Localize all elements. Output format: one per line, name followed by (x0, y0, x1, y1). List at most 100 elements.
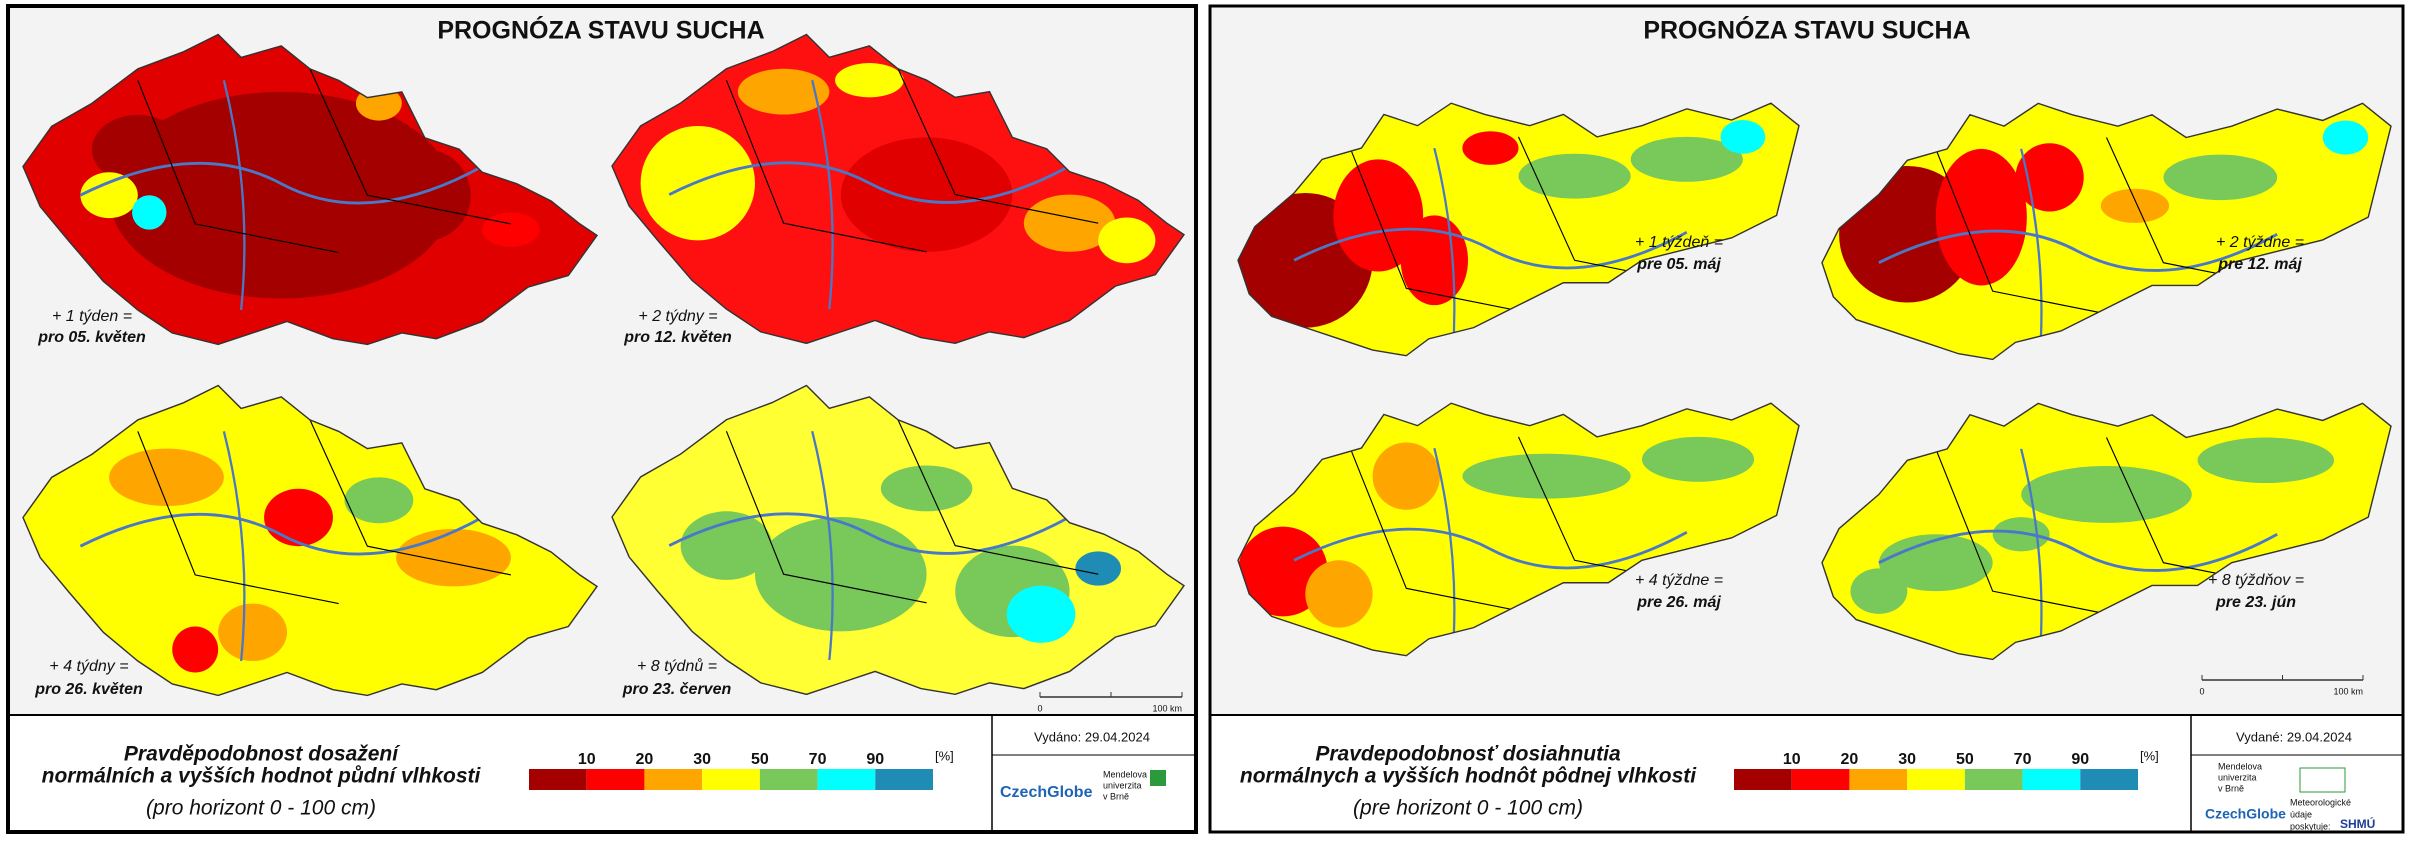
legend-swatch (529, 769, 587, 790)
river (1293, 227, 1688, 270)
map-region (737, 68, 830, 115)
legend-tick: 10 (1783, 751, 1801, 768)
river (811, 79, 834, 310)
legend-tick: 90 (2071, 751, 2089, 768)
panel-border (6, 4, 1198, 834)
map-region (218, 603, 288, 661)
border-line (137, 419, 512, 605)
river (1878, 229, 2278, 272)
map-label: pre 05. máj (1636, 256, 1721, 273)
legend-tick: 50 (751, 751, 769, 768)
map-region (2021, 465, 2192, 523)
map-label: + 2 týždne = (2216, 234, 2304, 251)
legend-unit: [%] (2140, 748, 2159, 763)
river (668, 161, 1071, 204)
river (1293, 527, 1688, 570)
legend-swatch (1849, 769, 1908, 790)
logo-mendelu: univerzita (1103, 780, 1142, 790)
logo-mark (2299, 767, 2346, 793)
map-region (1006, 585, 1076, 643)
scale-label: 0 (2199, 686, 2204, 696)
logo-shmu-caption: údaje (2290, 809, 2312, 819)
legend-swatch (1791, 769, 1850, 790)
map-label: + 8 týdnů = (637, 657, 717, 675)
legend-subtitle: (pro horizont 0 - 100 cm) (146, 797, 376, 820)
river (79, 161, 483, 205)
map-region (1518, 153, 1631, 199)
issued-date: Vydané: 29.04.2024 (2236, 729, 2352, 744)
map-region (2015, 143, 2084, 212)
map-region (755, 517, 927, 632)
panel-title: PROGNÓZA STAVU SUCHA (1643, 15, 1970, 45)
map-label: + 4 týdny = (49, 658, 128, 675)
map-label: + 4 týždne = (1635, 572, 1723, 589)
logo-mendelu: Mendelova (1103, 769, 1147, 779)
border-line (725, 419, 1099, 604)
logo-shmu: SHMÚ (2340, 816, 2375, 831)
logo-mendelu: Mendelova (2218, 761, 2262, 771)
legend-title: Pravdepodobnosť dosiahnutia (1315, 743, 1621, 766)
scale-label: 0 (1037, 703, 1042, 713)
map-region (1720, 120, 1766, 154)
map (1238, 92, 1799, 429)
border-line (137, 68, 512, 254)
panel-title: PROGNÓZA STAVU SUCHA (437, 15, 764, 45)
legend-tick: 20 (636, 751, 654, 768)
map-region (132, 195, 167, 230)
logo-mark (1150, 770, 1166, 786)
logo-shmu-caption: Meteorologické (2290, 797, 2351, 807)
legend-tick: 20 (1841, 751, 1859, 768)
map-label: pro 12. květen (623, 329, 732, 346)
border-line (725, 68, 1099, 253)
river (222, 80, 246, 311)
legend-title: normálnych a vyšších hodnôt pôdnej vlhko… (1240, 765, 1697, 788)
map-region (1305, 560, 1373, 628)
map-region (1333, 159, 1424, 272)
legend-unit: [%] (935, 748, 954, 763)
legend-title: normálních a vyšších hodnot půdní vlhkos… (42, 765, 482, 788)
map-region (1075, 551, 1122, 586)
legend-subtitle: (pre horizont 0 - 100 cm) (1353, 797, 1583, 820)
map-region (2197, 437, 2335, 484)
legend-tick: 30 (693, 751, 711, 768)
logo-czechglobe: CzechGlobe (1000, 784, 1093, 801)
legend-swatch (759, 769, 818, 790)
map-region (378, 149, 471, 242)
map-region (109, 91, 454, 299)
map-region (1462, 453, 1631, 499)
map-region (880, 465, 973, 512)
legend-title: Pravděpodobnost dosažení (124, 743, 401, 766)
map-label: + 1 týždeň = (1635, 234, 1723, 251)
map-region (1098, 217, 1156, 264)
issued-date: Vydáno: 29.04.2024 (1034, 729, 1150, 744)
legend-tick: 90 (866, 751, 884, 768)
legend-swatch (2080, 769, 2138, 790)
map-label: + 2 týdny = (638, 308, 717, 325)
map-region (264, 488, 333, 547)
legend-swatch (817, 769, 876, 790)
map-region (2100, 188, 2170, 223)
legend-tick: 30 (1898, 751, 1916, 768)
map-region (344, 477, 414, 524)
map-region (482, 212, 540, 247)
river (1878, 529, 2278, 572)
legend-swatch (875, 769, 933, 790)
legend-swatch (644, 769, 703, 790)
map-region (835, 63, 904, 98)
map-region (680, 511, 773, 580)
map-label: pre 26. máj (1636, 594, 1721, 611)
map-region (1850, 568, 1908, 614)
legend-swatch (1907, 769, 1965, 790)
map-region (1992, 517, 2050, 552)
logo-mendelu: v Brně (1103, 791, 1129, 801)
map-label: + 8 týždňov = (2208, 572, 2304, 589)
map-label: pro 23. červen (622, 681, 732, 698)
legend-swatch (586, 769, 645, 790)
map-region (109, 448, 224, 507)
river (79, 512, 483, 556)
map-region (396, 528, 511, 587)
map-region (1023, 194, 1116, 252)
map-region (1372, 442, 1440, 510)
legend-tick: 50 (1956, 751, 1974, 768)
map-region (1630, 136, 1743, 182)
